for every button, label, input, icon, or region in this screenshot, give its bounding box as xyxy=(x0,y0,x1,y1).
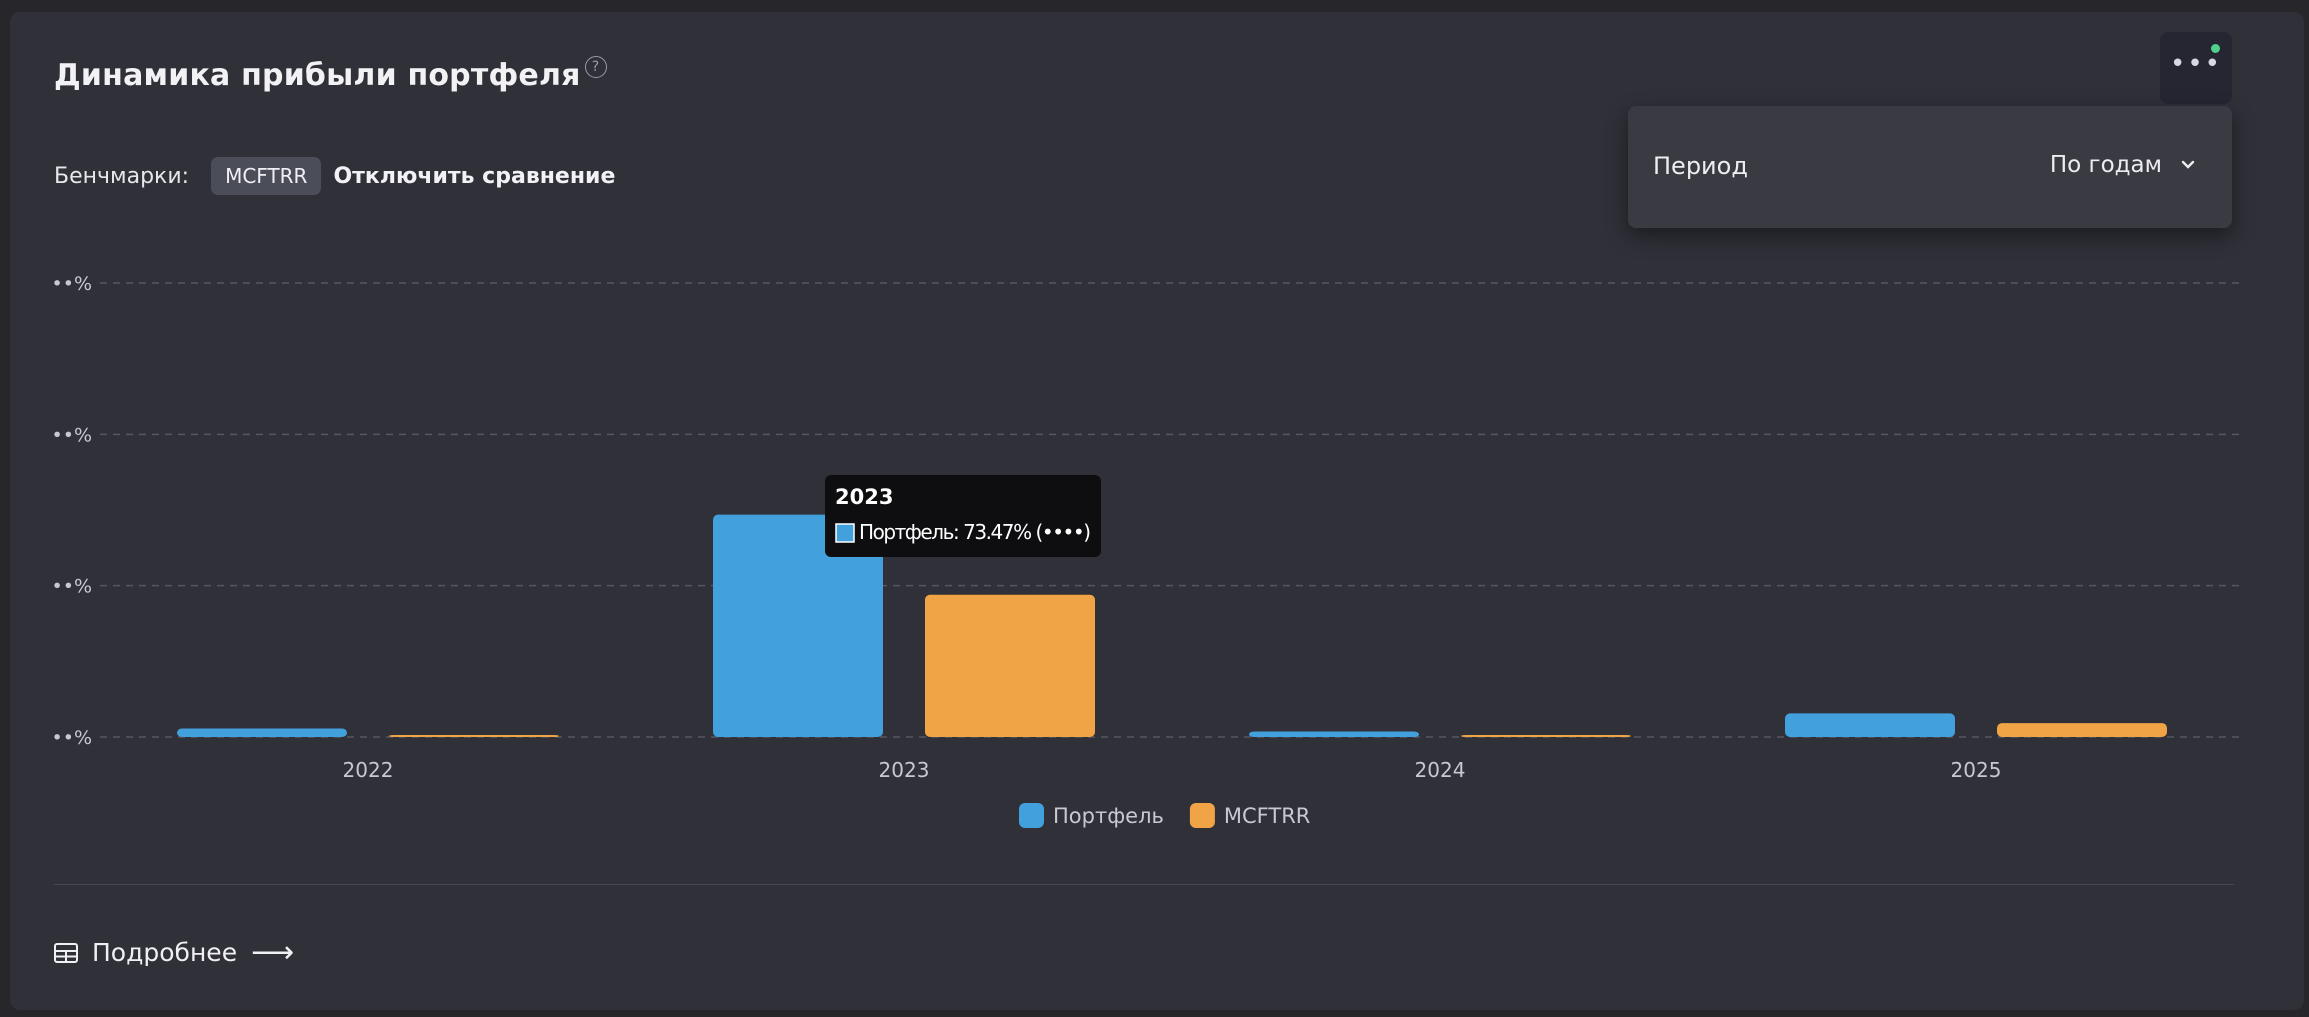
disable-comparison-link[interactable]: Отключить сравнение xyxy=(333,163,616,189)
legend-swatch xyxy=(1189,803,1215,828)
bar-mcftrr xyxy=(1997,723,2167,737)
x-tick-label: 2025 xyxy=(1951,758,2002,782)
y-tick-label: ••% xyxy=(52,273,92,295)
bar-портфель xyxy=(1785,713,1955,737)
bar-портфель xyxy=(1249,731,1419,737)
legend-label: Портфель xyxy=(1053,804,1164,828)
status-dot xyxy=(2211,44,2220,53)
page-title: Динамика прибыли портфеля? xyxy=(54,56,607,93)
tooltip-box xyxy=(825,475,1101,557)
y-tick-label: ••% xyxy=(52,727,92,749)
y-tick-label: ••% xyxy=(52,576,92,598)
arrow-right-icon: ⟶ xyxy=(251,934,295,970)
profit-bar-chart: ••% ••% ••% ••% 2022 2023 2024 2025 Портфель MCFT… xyxy=(52,273,2244,828)
period-label: Период xyxy=(1653,152,1748,180)
bar-портфель xyxy=(713,514,883,737)
bar-mcftrr xyxy=(1461,735,1631,737)
question-circle-icon[interactable]: ? xyxy=(584,56,607,78)
benchmarks-label: Бенчмарки: xyxy=(54,163,190,189)
tooltip-swatch xyxy=(835,523,855,543)
legend-label: MCFTRR xyxy=(1224,804,1311,828)
bar-mcftrr xyxy=(925,594,1095,737)
bar-mcftrr xyxy=(389,735,559,737)
more-options-button[interactable]: ••• xyxy=(2160,32,2232,104)
tooltip-value: Портфель: 73.47% (••••) xyxy=(859,520,1091,544)
x-tick-label: 2023 xyxy=(879,758,930,782)
table-icon xyxy=(54,942,78,963)
period-select[interactable]: По годам xyxy=(2049,152,2162,178)
divider xyxy=(54,884,2234,885)
details-link[interactable]: Подробнее ⟶ xyxy=(54,934,295,970)
benchmark-chip[interactable]: MCFTRR xyxy=(211,157,322,195)
x-tick-label: 2024 xyxy=(1415,758,1466,782)
y-tick-label: ••% xyxy=(52,424,92,446)
benchmarks-row: Бенчмарки: MCFTRR Отключить сравнение xyxy=(54,156,615,196)
bar-портфель xyxy=(177,728,347,737)
chevron-down-icon[interactable] xyxy=(2179,156,2197,174)
legend-swatch xyxy=(1019,803,1044,828)
x-tick-label: 2022 xyxy=(343,758,394,782)
details-label: Подробнее xyxy=(92,938,238,967)
tooltip-title: 2023 xyxy=(835,485,893,509)
period-dropdown-menu: Период По годам xyxy=(1628,106,2232,228)
